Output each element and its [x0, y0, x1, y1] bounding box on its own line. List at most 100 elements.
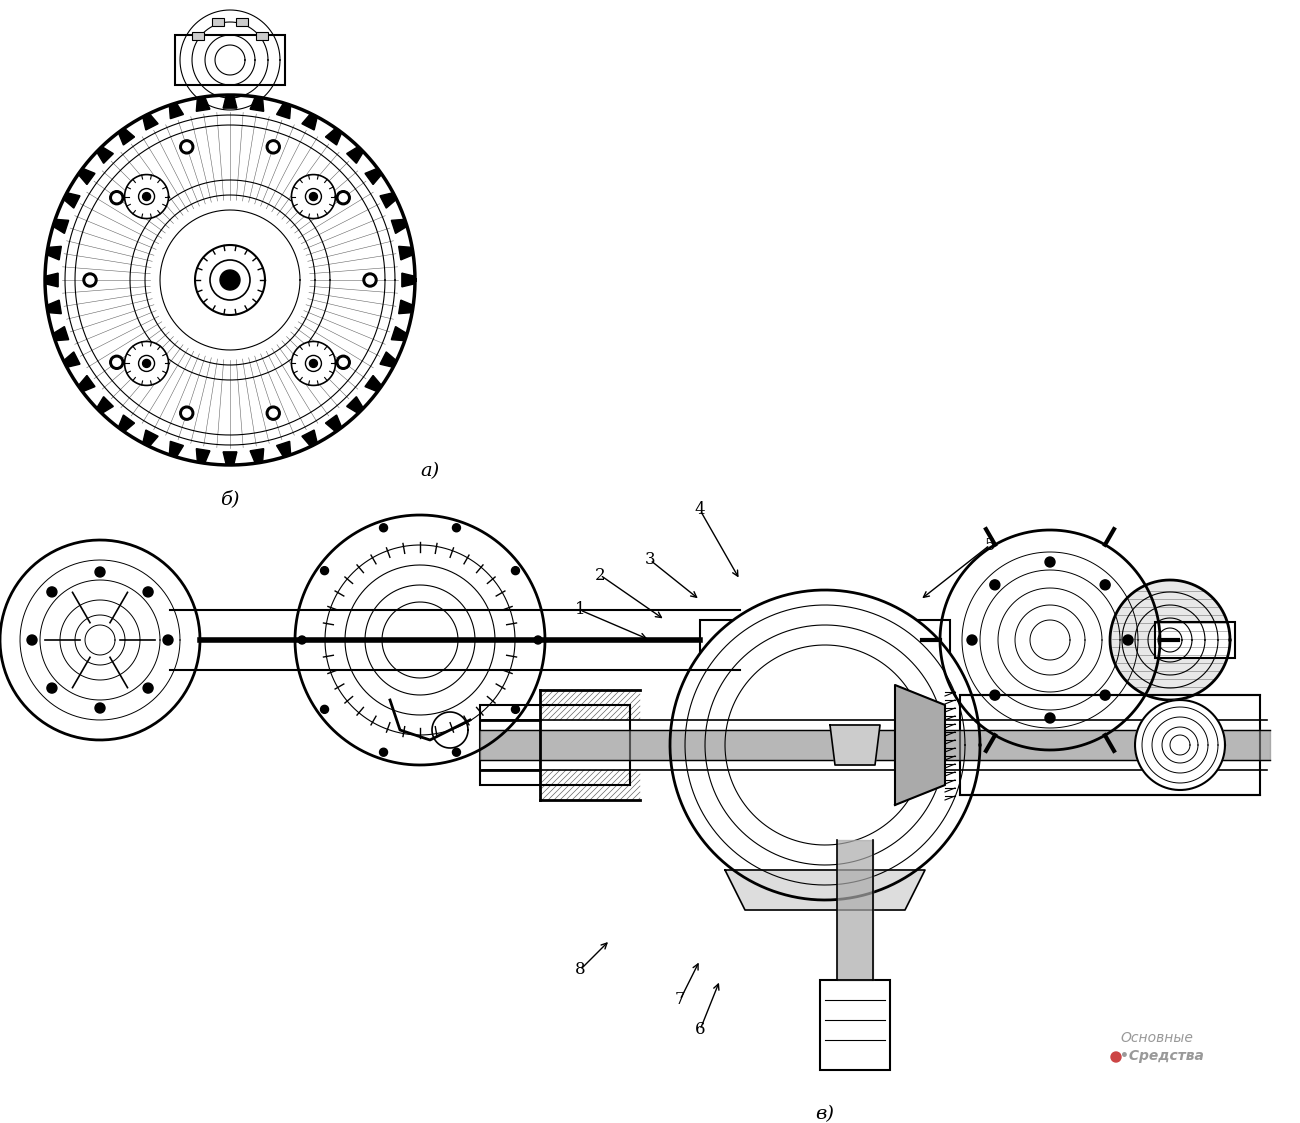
- Bar: [191, 33, 204, 40]
- Circle shape: [1112, 1052, 1121, 1062]
- Bar: [540, 770, 640, 800]
- Circle shape: [143, 359, 151, 367]
- Polygon shape: [118, 416, 134, 432]
- Circle shape: [47, 587, 57, 597]
- Circle shape: [266, 140, 281, 154]
- Circle shape: [511, 567, 520, 575]
- Circle shape: [95, 703, 105, 713]
- Circle shape: [1045, 713, 1056, 723]
- Text: Основные: Основные: [1121, 1031, 1193, 1046]
- Circle shape: [86, 276, 94, 284]
- Circle shape: [339, 358, 347, 366]
- Bar: [237, 18, 248, 26]
- Polygon shape: [46, 273, 58, 286]
- Circle shape: [27, 634, 36, 645]
- Polygon shape: [302, 430, 317, 447]
- Circle shape: [95, 567, 105, 577]
- Text: 6: 6: [694, 1022, 705, 1039]
- Polygon shape: [118, 128, 134, 145]
- Polygon shape: [169, 103, 183, 119]
- Polygon shape: [325, 416, 342, 432]
- Polygon shape: [1135, 700, 1225, 789]
- Circle shape: [269, 143, 277, 150]
- Polygon shape: [365, 168, 382, 184]
- Polygon shape: [295, 515, 545, 765]
- Text: 1: 1: [575, 602, 585, 619]
- Polygon shape: [391, 219, 407, 234]
- Circle shape: [989, 579, 1000, 590]
- Polygon shape: [224, 95, 237, 108]
- Text: 3: 3: [645, 551, 655, 568]
- Circle shape: [367, 276, 374, 284]
- Polygon shape: [96, 147, 113, 163]
- Circle shape: [179, 140, 194, 154]
- Circle shape: [179, 407, 194, 420]
- Circle shape: [143, 192, 151, 201]
- Circle shape: [1100, 691, 1110, 700]
- Polygon shape: [53, 327, 69, 340]
- Bar: [820, 980, 890, 1070]
- Text: б): б): [220, 490, 239, 508]
- Polygon shape: [78, 375, 95, 392]
- Circle shape: [321, 705, 329, 713]
- Polygon shape: [829, 725, 880, 765]
- Circle shape: [380, 523, 387, 532]
- Circle shape: [266, 407, 281, 420]
- Polygon shape: [47, 246, 61, 259]
- Circle shape: [298, 636, 305, 643]
- Bar: [699, 620, 950, 660]
- Circle shape: [143, 683, 153, 693]
- Circle shape: [967, 634, 978, 645]
- Text: 2: 2: [594, 566, 606, 584]
- Bar: [212, 18, 224, 26]
- Circle shape: [452, 748, 460, 756]
- Circle shape: [511, 705, 520, 713]
- Polygon shape: [195, 245, 265, 314]
- Circle shape: [143, 587, 153, 597]
- Circle shape: [337, 355, 350, 369]
- Polygon shape: [399, 300, 413, 313]
- Bar: [480, 705, 630, 785]
- Polygon shape: [291, 174, 335, 219]
- Polygon shape: [250, 449, 264, 464]
- Bar: [1154, 622, 1235, 658]
- Bar: [256, 33, 268, 40]
- Text: 8: 8: [575, 961, 585, 978]
- Polygon shape: [196, 97, 209, 111]
- Polygon shape: [196, 449, 209, 464]
- Circle shape: [337, 191, 350, 204]
- Circle shape: [109, 355, 124, 369]
- Polygon shape: [47, 300, 61, 313]
- Bar: [959, 695, 1260, 795]
- Polygon shape: [64, 193, 81, 208]
- Polygon shape: [670, 590, 980, 900]
- Polygon shape: [125, 174, 169, 219]
- Circle shape: [1045, 557, 1056, 567]
- Polygon shape: [143, 113, 159, 130]
- Polygon shape: [365, 375, 382, 392]
- Text: 4: 4: [694, 502, 706, 519]
- Polygon shape: [347, 396, 364, 413]
- Polygon shape: [402, 273, 415, 286]
- Polygon shape: [277, 441, 291, 457]
- Polygon shape: [894, 685, 945, 805]
- Circle shape: [309, 192, 317, 201]
- Polygon shape: [78, 168, 95, 184]
- Circle shape: [989, 691, 1000, 700]
- Polygon shape: [380, 193, 396, 208]
- Circle shape: [183, 143, 191, 150]
- Text: а): а): [420, 462, 439, 480]
- Polygon shape: [1110, 579, 1230, 700]
- Circle shape: [1100, 579, 1110, 590]
- Polygon shape: [53, 219, 69, 234]
- Circle shape: [1123, 634, 1134, 645]
- Polygon shape: [391, 327, 407, 340]
- Circle shape: [309, 359, 317, 367]
- Circle shape: [47, 683, 57, 693]
- Text: 5: 5: [985, 537, 996, 554]
- Polygon shape: [169, 441, 183, 457]
- Circle shape: [321, 567, 329, 575]
- Polygon shape: [250, 97, 264, 111]
- Text: 7: 7: [675, 992, 685, 1008]
- Bar: [176, 35, 285, 85]
